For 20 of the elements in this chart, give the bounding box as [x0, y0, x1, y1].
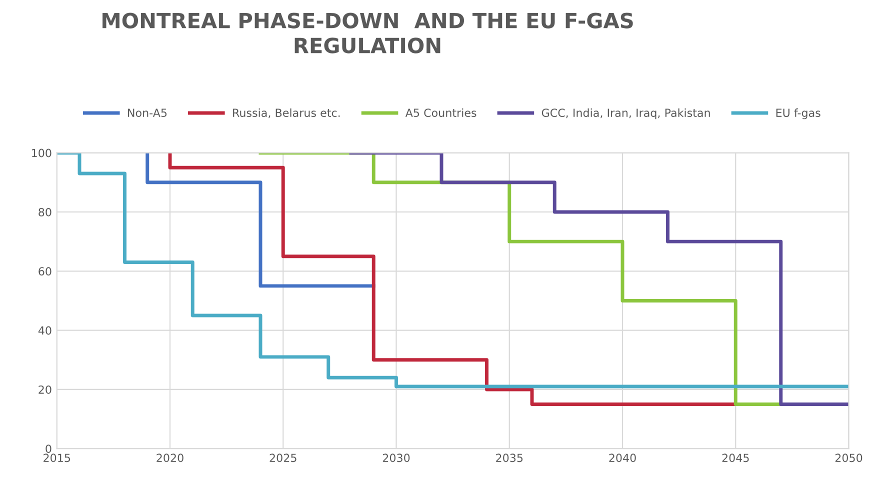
x-tick-label: 2015 [44, 454, 70, 462]
x-tick-label: 2025 [270, 454, 296, 462]
y-tick-label: 0 [46, 444, 52, 454]
y-tick-label: 80 [38, 208, 52, 216]
legend-label: A5 Countries [405, 108, 476, 118]
x-tick-label: 2020 [156, 454, 184, 462]
x-tick-label: 2030 [382, 454, 410, 462]
y-tick-label: 20 [38, 385, 52, 394]
x-tick-label: 2040 [609, 454, 636, 462]
y-tick-label: 60 [38, 267, 52, 276]
legend-label: Russia, Belarus etc. [233, 108, 340, 118]
y-tick-label: 100 [32, 148, 52, 158]
legend-label: GCC, India, Iran, Iraq, Pakistan [542, 108, 710, 120]
chart-title: MONTREAL PHASE-DOWN AND THE EU F-GAS REGULATION [102, 12, 633, 54]
legend-label: Non-A5 [128, 108, 167, 118]
x-tick-label: 2035 [496, 454, 523, 462]
y-tick-label: 40 [38, 326, 52, 335]
x-tick-label: 2045 [722, 454, 749, 462]
x-tick-label: 2050 [835, 454, 862, 462]
legend-label: EU f-gas [776, 108, 820, 120]
